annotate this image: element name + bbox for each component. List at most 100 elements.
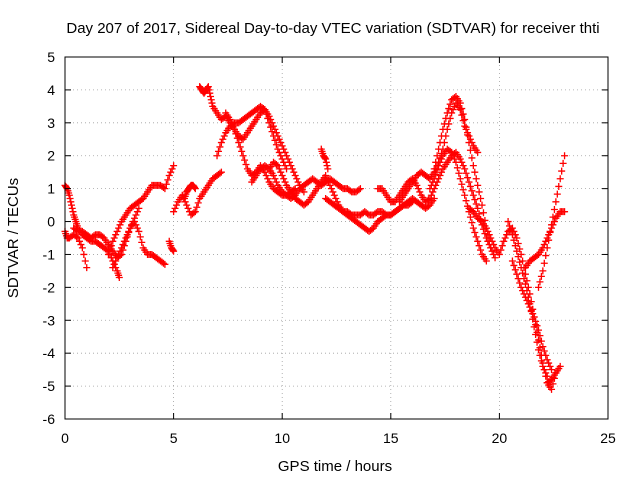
data-point-dense <box>549 213 557 221</box>
data-point <box>448 148 456 156</box>
data-point-dense <box>73 233 81 241</box>
data-point-dense <box>468 187 476 195</box>
data-point <box>439 125 447 133</box>
data-point-dense <box>437 155 445 163</box>
data-point <box>104 250 112 258</box>
data-series <box>322 195 438 219</box>
data-point <box>465 139 473 147</box>
chart-title: Day 207 of 2017, Sidereal Day-to-day VTE… <box>66 20 599 37</box>
data-point-dense <box>437 168 445 176</box>
data-point <box>122 234 130 242</box>
data-series <box>196 83 308 196</box>
data-point <box>561 152 569 160</box>
data-point-dense <box>169 246 177 254</box>
data-point <box>135 204 143 212</box>
data-point-dense <box>446 147 454 155</box>
data-point-dense <box>536 332 544 340</box>
data-point <box>543 244 551 252</box>
data-point <box>461 191 469 199</box>
data-point <box>430 175 438 183</box>
data-series <box>534 152 569 291</box>
data-point <box>115 273 123 281</box>
data-point-dense <box>462 197 470 205</box>
data-point-dense <box>506 222 514 230</box>
data-point <box>274 162 282 170</box>
data-point-dense <box>446 100 454 108</box>
data-series <box>248 162 364 203</box>
data-point <box>504 218 512 226</box>
data-point-dense <box>110 260 118 268</box>
data-point-dense <box>427 191 435 199</box>
data-point-dense <box>507 226 515 234</box>
data-point-dense <box>546 229 554 237</box>
data-point-dense <box>459 186 467 194</box>
y-tick-label: 2 <box>47 148 55 164</box>
data-point-dense <box>272 161 280 169</box>
data-point <box>548 221 556 229</box>
data-point <box>113 227 121 235</box>
data-point <box>170 208 178 216</box>
data-point-dense <box>233 134 241 142</box>
data-point <box>161 185 169 193</box>
data-point <box>239 152 247 160</box>
data-point-dense <box>138 238 146 246</box>
data-point-dense <box>477 195 485 203</box>
data-point-dense <box>168 165 176 173</box>
data-point-dense <box>472 200 480 208</box>
data-point <box>330 191 338 199</box>
data-point-dense <box>281 178 289 186</box>
data-point <box>283 165 291 173</box>
data-series <box>543 362 564 387</box>
data-point-dense <box>466 135 474 143</box>
data-point-dense <box>329 188 337 196</box>
data-point-dense <box>449 152 457 160</box>
data-point <box>261 106 269 114</box>
data-series <box>374 148 495 252</box>
data-point-dense <box>162 180 170 188</box>
plot-frame <box>64 56 609 420</box>
data-point-dense <box>432 170 440 178</box>
data-series <box>170 168 225 219</box>
data-point-dense <box>264 114 272 122</box>
data-point-dense <box>229 122 237 130</box>
data-point-dense <box>550 205 558 213</box>
data-point <box>270 171 278 179</box>
data-point-dense <box>128 221 136 229</box>
data-point-dense <box>167 168 175 176</box>
data-point-dense <box>281 162 289 170</box>
data-point <box>274 145 282 153</box>
y-tick-label: -2 <box>43 279 56 295</box>
data-point-dense <box>190 209 198 217</box>
data-point <box>322 155 330 163</box>
data-point <box>461 116 469 124</box>
data-point <box>521 293 529 301</box>
data-point-dense <box>427 181 435 189</box>
data-point-dense <box>542 252 550 260</box>
data-point-dense <box>459 110 467 118</box>
data-point-dense <box>533 338 541 346</box>
data-point-dense <box>445 105 453 113</box>
data-point <box>526 303 534 311</box>
y-axis-title: SDTVAR / TECUs <box>5 178 22 298</box>
data-point-dense <box>277 139 285 147</box>
data-point-dense <box>67 198 75 206</box>
data-series <box>426 145 490 265</box>
data-point <box>474 148 482 156</box>
data-series <box>317 145 332 173</box>
data-point <box>461 122 469 130</box>
data-point <box>435 145 443 153</box>
data-point-dense <box>206 89 214 97</box>
data-point-dense <box>475 242 483 250</box>
data-point-dense <box>107 242 115 250</box>
data-point-dense <box>116 247 124 255</box>
data-point <box>500 237 508 245</box>
data-point-dense <box>468 154 476 162</box>
data-point <box>495 250 503 258</box>
data-point-dense <box>272 141 280 149</box>
data-point-dense <box>207 96 215 104</box>
data-point <box>113 254 121 262</box>
data-point-dense <box>110 234 118 242</box>
data-point-dense <box>471 229 479 237</box>
data-point <box>478 201 486 209</box>
data-point <box>508 257 516 265</box>
